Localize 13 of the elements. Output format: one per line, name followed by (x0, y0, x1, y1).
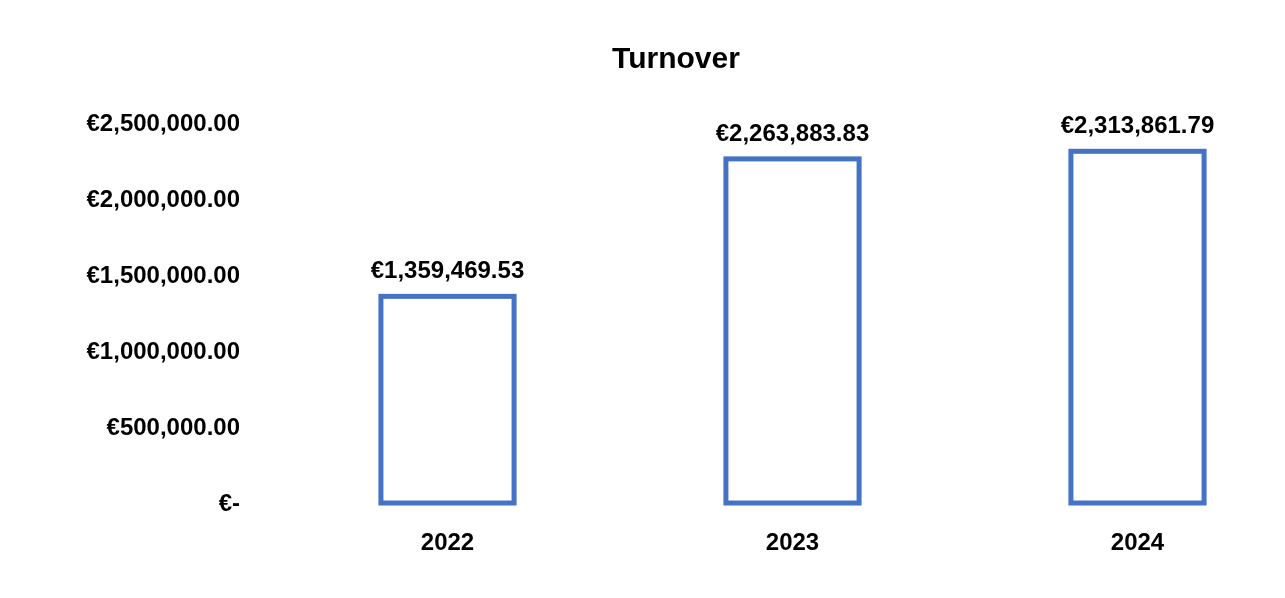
x-tick-label: 2024 (1110, 528, 1165, 555)
y-tick-label: €1,500,000.00 (86, 261, 240, 289)
y-tick-label: €500,000.00 (106, 413, 240, 441)
x-tick-label: 2023 (765, 528, 820, 555)
data-label: €2,313,861.79 (1060, 111, 1215, 139)
chart-title: Turnover (612, 41, 741, 74)
data-label: €1,359,469.53 (370, 256, 525, 284)
data-label: €2,263,883.83 (715, 118, 870, 146)
x-tick-label: 2022 (420, 528, 475, 555)
y-tick-label: €1,000,000.00 (86, 337, 240, 365)
y-tick-label: €- (218, 489, 240, 517)
y-tick-label: €2,500,000.00 (86, 109, 240, 137)
y-tick-label: €2,000,000.00 (86, 185, 240, 213)
